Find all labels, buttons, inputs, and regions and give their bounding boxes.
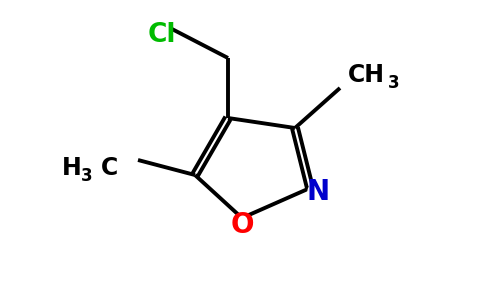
Text: CH: CH bbox=[348, 63, 385, 87]
Text: 3: 3 bbox=[81, 167, 92, 185]
Text: Cl: Cl bbox=[148, 22, 177, 48]
Text: C: C bbox=[101, 156, 118, 180]
Circle shape bbox=[308, 182, 328, 202]
Circle shape bbox=[232, 215, 252, 235]
Text: 3: 3 bbox=[388, 74, 400, 92]
Text: O: O bbox=[230, 211, 254, 239]
Text: H: H bbox=[62, 156, 82, 180]
Text: N: N bbox=[306, 178, 330, 206]
